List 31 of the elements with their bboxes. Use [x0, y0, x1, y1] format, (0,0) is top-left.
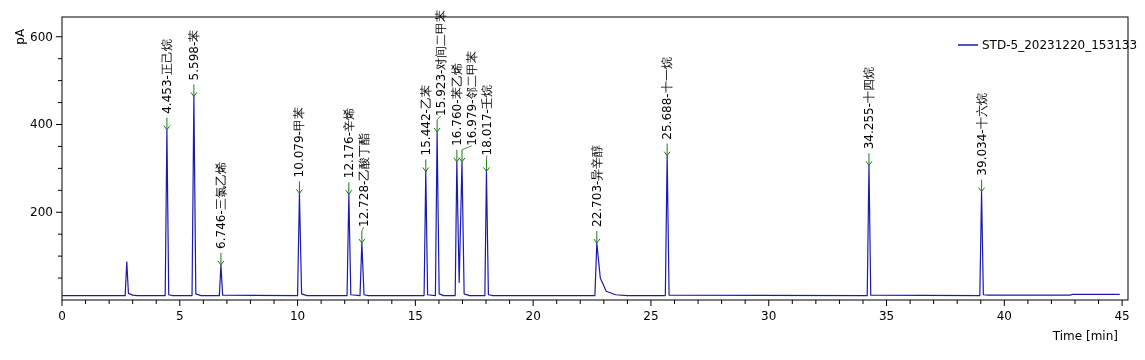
annotation: 39.034-十六烷: [974, 93, 989, 176]
y-tick-label: 200: [30, 205, 53, 220]
x-axis-title: Time [min]: [1051, 329, 1118, 343]
annotation: 12.176-辛烯: [341, 107, 356, 179]
y-tick-label: 600: [30, 29, 53, 44]
x-tick-label: 40: [996, 309, 1012, 323]
x-tick-label: 0: [58, 309, 66, 323]
annotation: 16.760-苯乙烯: [449, 63, 464, 146]
annotation: 12.728-乙酸丁酯: [356, 132, 371, 227]
x-tick-label: 20: [525, 309, 541, 323]
annotation: 18.017-壬烷: [479, 85, 494, 156]
legend-label: STD-5_20231220_153133: [982, 38, 1138, 52]
annotation: 22.703-异辛醇: [589, 144, 604, 227]
x-tick-label: 45: [1114, 309, 1130, 323]
annotation: 25.688-十一烷: [660, 57, 675, 140]
y-axis-title: pA: [13, 28, 27, 45]
annotation: 34.255-十四烷: [861, 66, 876, 150]
x-tick-label: 15: [407, 309, 424, 323]
annotation: 15.442-乙苯: [418, 85, 433, 156]
x-tick-label: 25: [643, 309, 659, 323]
annotation: 10.079-甲苯: [292, 107, 307, 178]
x-tick-label: 10: [289, 309, 306, 323]
annotation: 16.979-邻二甲苯: [464, 51, 479, 146]
y-tick-label: 400: [30, 117, 53, 132]
annotation: 4.453-正己烷: [159, 39, 174, 114]
x-tick-label: 30: [761, 309, 777, 323]
annotation: 6.746-三氯乙烯: [213, 162, 228, 249]
x-tick-label: 35: [878, 309, 895, 323]
annotation: 5.598-苯: [186, 29, 201, 81]
annotation: 15.923-对间二甲苯: [433, 9, 448, 116]
x-tick-label: 5: [175, 309, 184, 323]
